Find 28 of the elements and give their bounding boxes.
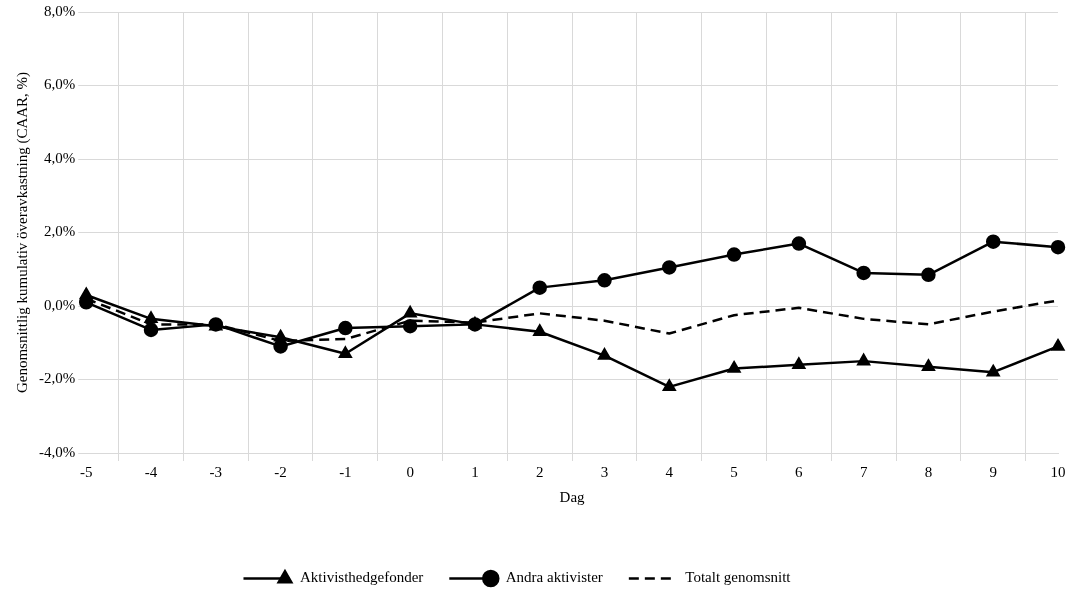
- x-tick-label: 4: [665, 463, 674, 480]
- x-tick-label: 10: [1050, 463, 1066, 480]
- y-tick-label: 6,0%: [43, 76, 76, 93]
- y-tick-label: 8,0%: [43, 2, 76, 19]
- x-tick-label: 6: [795, 463, 804, 480]
- x-tick-label: -4: [144, 463, 158, 480]
- x-tick-label: -1: [339, 463, 352, 480]
- x-tick-label: 2: [535, 463, 544, 480]
- y-tick-label: 4,0%: [43, 149, 76, 166]
- x-tick-label: 0: [406, 463, 414, 480]
- x-axis-title: Dag: [559, 488, 586, 505]
- x-tick-label: 1: [471, 463, 479, 480]
- x-tick-label: -3: [209, 463, 223, 480]
- y-axis-title: Genomsnittlig kumulativ överavkastning (CAAR, %): [13, 71, 31, 394]
- legend-label: Aktivisthedgefonder: [299, 569, 424, 586]
- x-tick-label: 9: [989, 463, 997, 480]
- x-tick-label: -5: [79, 463, 93, 480]
- x-tick-label: 5: [730, 463, 738, 480]
- y-tick-label: -2,0%: [38, 370, 76, 387]
- x-tick-label: 3: [600, 463, 609, 480]
- x-tick-label: -2: [274, 463, 287, 480]
- y-tick-label: 0,0%: [43, 296, 76, 313]
- x-tick-label: 8: [924, 463, 933, 480]
- y-tick-label: -4,0%: [38, 443, 76, 460]
- y-tick-label: 2,0%: [43, 223, 76, 240]
- x-tick-label: 7: [859, 463, 868, 480]
- legend-label: Andra aktivister: [505, 569, 603, 586]
- legend-label: Totalt genomsnitt: [685, 569, 792, 586]
